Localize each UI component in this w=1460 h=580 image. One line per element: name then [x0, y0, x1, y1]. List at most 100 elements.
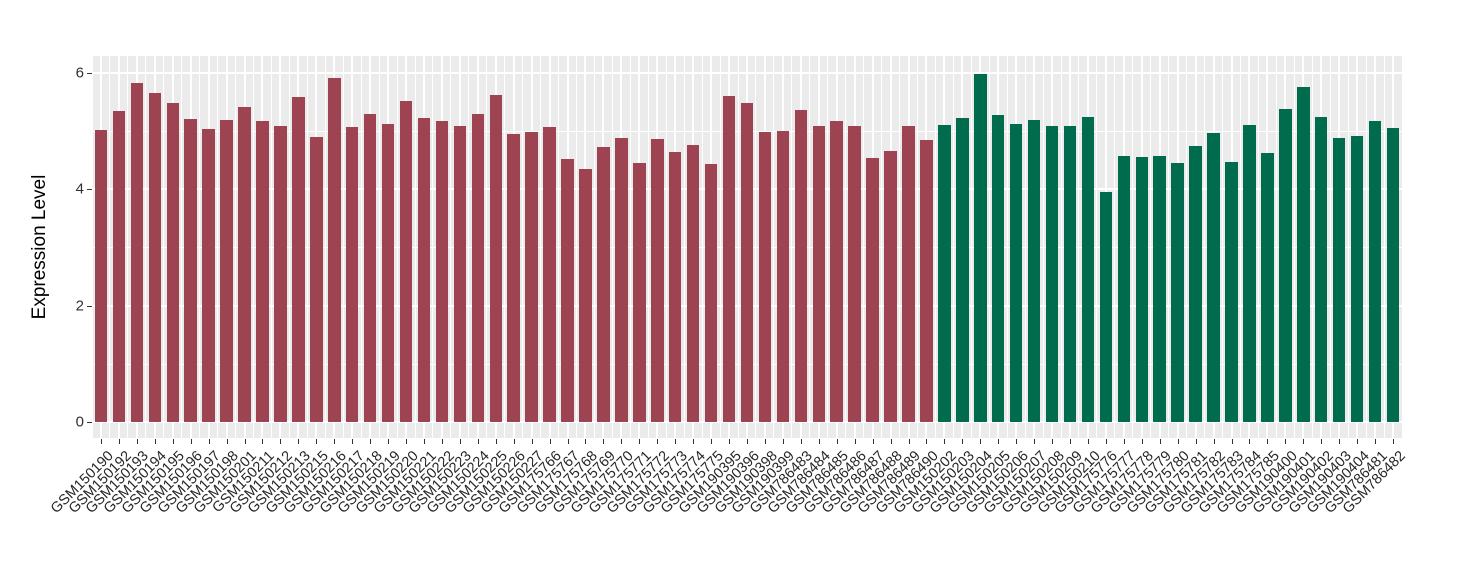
x-tick-mark: [423, 439, 425, 444]
bar-GSM150198: [220, 120, 233, 422]
x-tick-mark: [406, 439, 408, 444]
x-tick-mark: [298, 439, 300, 444]
gridline-v-minor: [91, 56, 93, 438]
bar-GSM190404: [1350, 136, 1364, 422]
bar-GSM150216: [328, 78, 341, 422]
x-tick-mark: [711, 439, 713, 444]
bar-GSM150192: [112, 111, 126, 422]
bar-GSM190402: [1314, 117, 1328, 422]
bar-GSM150219: [381, 124, 395, 422]
x-tick-mark: [962, 439, 964, 444]
bar-GSM786483: [794, 110, 808, 422]
bar-GSM786484: [812, 125, 826, 422]
bar-GSM175773: [668, 152, 682, 422]
bar-GSM175767: [561, 159, 574, 422]
gridline-v-minor: [522, 56, 524, 438]
x-tick-mark: [1231, 439, 1233, 444]
gridline-v-minor: [611, 56, 613, 438]
y-tick-label: 6: [75, 64, 84, 82]
gridline-v-minor: [217, 56, 219, 438]
x-tick-mark: [1285, 439, 1287, 444]
gridline-v-minor: [1401, 56, 1403, 438]
bar-GSM175766: [543, 127, 556, 422]
x-tick-mark: [100, 439, 102, 444]
gridline-v-minor: [378, 56, 380, 438]
x-tick-mark: [998, 439, 1000, 444]
gridline-v-minor: [1024, 56, 1026, 438]
y-axis-title: Expression Level: [29, 174, 50, 320]
gridline-v-minor: [504, 56, 506, 438]
gridline-v-minor: [773, 56, 775, 438]
x-tick-mark: [1249, 439, 1251, 444]
gridline-v-minor: [1150, 56, 1152, 438]
x-tick-mark: [1303, 439, 1305, 444]
x-tick-mark: [1177, 439, 1179, 444]
x-tick-mark: [1267, 439, 1269, 444]
x-tick-mark: [764, 439, 766, 444]
bar-GSM786482: [1386, 128, 1400, 422]
bar-GSM190398: [758, 132, 772, 422]
x-tick-mark: [1321, 439, 1323, 444]
gridline-v-minor: [199, 56, 201, 438]
bar-GSM190403: [1332, 138, 1346, 422]
x-tick-mark: [908, 439, 910, 444]
x-tick-mark: [513, 439, 515, 444]
x-tick-mark: [262, 439, 264, 444]
gridline-v-minor: [629, 56, 631, 438]
x-tick-mark: [226, 439, 228, 444]
bar-GSM150201: [238, 107, 251, 422]
bar-GSM150213: [292, 96, 305, 422]
x-tick-mark: [603, 439, 605, 444]
x-tick-mark: [1105, 439, 1107, 444]
bar-GSM150222: [435, 121, 449, 422]
gridline-v-minor: [845, 56, 847, 438]
x-tick-mark: [693, 439, 695, 444]
x-tick-mark: [1016, 439, 1018, 444]
bar-GSM175785: [1261, 153, 1274, 422]
x-tick-mark: [477, 439, 479, 444]
x-tick-mark: [549, 439, 551, 444]
gridline-v-minor: [1078, 56, 1080, 438]
bar-GSM150210: [1081, 117, 1095, 422]
gridline-v-minor: [1239, 56, 1241, 438]
bar-GSM175775: [704, 164, 718, 422]
bar-GSM786486: [848, 125, 861, 422]
bar-GSM190400: [1279, 109, 1292, 422]
x-tick-mark: [800, 439, 802, 444]
bar-GSM786487: [866, 158, 879, 422]
x-tick-mark: [782, 439, 784, 444]
bar-GSM150225: [489, 95, 503, 422]
bar-GSM786489: [902, 125, 915, 422]
x-tick-mark: [316, 439, 318, 444]
bar-GSM150208: [1045, 125, 1059, 422]
x-tick-mark: [926, 439, 928, 444]
x-tick-mark: [1375, 439, 1377, 444]
y-tick-mark: [87, 189, 92, 191]
x-tick-mark: [1123, 439, 1125, 444]
gridline-v-minor: [1293, 56, 1295, 438]
bar-GSM150202: [938, 125, 951, 422]
gridline-v-minor: [1365, 56, 1367, 438]
gridline-v-minor: [899, 56, 901, 438]
gridline-v-minor: [127, 56, 129, 438]
x-tick-mark: [585, 439, 587, 444]
bar-GSM150204: [974, 74, 987, 422]
x-tick-mark: [495, 439, 497, 444]
gridline-v-minor: [163, 56, 165, 438]
x-tick-mark: [1070, 439, 1071, 444]
x-tick-mark: [1052, 439, 1054, 444]
x-tick-mark: [208, 439, 210, 444]
x-tick-mark: [388, 439, 390, 444]
y-tick-mark: [87, 305, 92, 307]
bar-GSM175781: [1189, 146, 1202, 422]
bar-GSM150195: [166, 103, 179, 422]
bar-GSM786488: [884, 150, 897, 422]
gridline-v-minor: [235, 56, 237, 438]
bar-GSM150209: [1063, 125, 1077, 422]
bar-GSM150227: [525, 132, 538, 422]
bar-GSM150220: [399, 100, 413, 422]
gridline-v-minor: [647, 56, 649, 438]
bar-GSM150221: [417, 118, 431, 422]
bar-GSM150207: [1027, 120, 1041, 422]
bar-GSM786490: [920, 140, 933, 422]
